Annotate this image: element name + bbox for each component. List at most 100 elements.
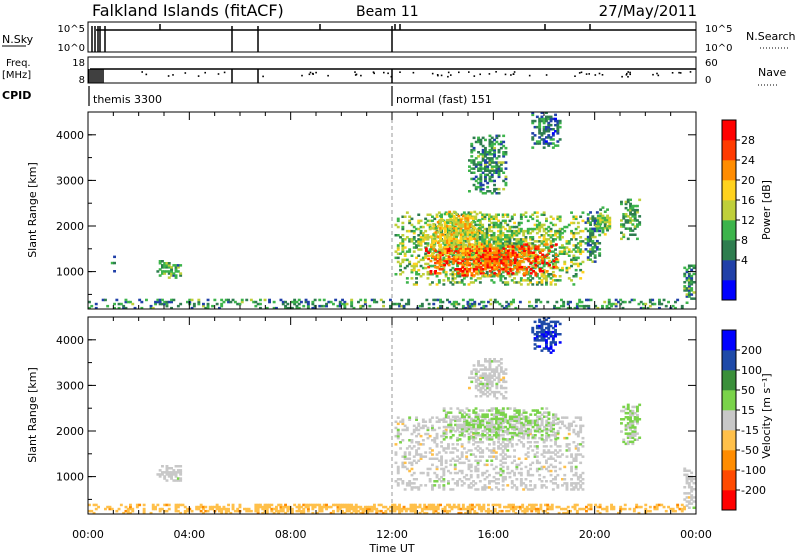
velocity-cell [306,505,310,509]
velocity-cell [442,449,446,452]
power-cell [497,155,501,158]
power-cell [497,169,501,172]
power-cell [459,261,462,265]
velocity-cell [419,443,423,446]
velocity-cell [545,423,549,427]
velocity-cell [428,480,432,483]
power-cell [174,276,178,279]
power-cell [490,159,494,162]
velocity-cell [313,503,317,507]
power-cell [443,245,447,249]
velocity-cell [424,484,428,487]
power-cell [405,258,409,262]
power-cell [683,281,687,284]
velocity-cell [499,447,503,450]
velocity-cell [186,509,189,513]
velocity-cell [566,509,570,513]
power-cell [558,229,562,233]
velocity-cell [284,503,287,507]
velocity-cell [481,473,485,477]
velocity-cell [368,507,372,511]
velocity-cell [531,488,535,491]
velocity-cell [680,503,684,507]
power-cell [549,128,553,131]
power-cell [488,213,491,216]
velocity-cell [579,418,583,421]
velocity-cell [623,503,627,507]
power-cell [469,211,473,214]
power-cell [513,265,517,269]
power-cell [459,233,463,236]
velocity-cell [566,511,570,515]
power-cell [455,218,458,222]
power-cell [425,298,429,302]
power-cell [449,281,453,284]
power-cell [396,248,400,251]
velocity-cell [547,457,551,460]
velocity-cell [417,428,421,432]
velocity-cell [554,438,558,441]
velocity-cell [513,413,517,416]
velocity-cell [444,447,448,450]
velocity-cell [511,436,514,439]
power-cell [485,213,489,216]
velocity-cell [501,455,505,458]
power-cell [259,298,262,302]
power-cell [554,253,558,257]
velocity-cell [551,457,555,460]
velocity-cell [525,507,529,511]
velocity-cell [477,505,481,509]
power-cell [475,268,478,271]
power-cell [432,247,436,251]
power-cell [447,279,450,282]
velocity-cell [490,423,494,427]
power-cell [674,306,677,310]
power-cell [497,272,501,275]
nave-dot [447,75,449,78]
power-cell [163,264,167,267]
velocity-cell [490,449,494,452]
power-cell [461,306,465,310]
power-cell [540,132,544,135]
power-cell [494,244,498,247]
power-cell [497,192,501,195]
power-cell [431,238,434,241]
power-cell [509,245,513,248]
power-cell [405,211,409,214]
power-cell [490,161,494,164]
velocity-cell [492,434,496,437]
velocity-cell [572,488,576,491]
power-cell [415,273,418,276]
velocity-cell [347,507,351,511]
velocity-cell [506,438,510,441]
power-cell [450,218,454,222]
velocity-cell [512,509,515,513]
power-cell [431,215,434,218]
velocity-cell [509,505,513,509]
power-cell [493,268,497,271]
velocity-cell [531,419,535,423]
power-cell [685,301,689,304]
velocity-cell [142,503,146,507]
power-cell [549,229,553,233]
velocity-cell [456,436,459,440]
power-cell [417,227,421,231]
nave-tick-bottom: 0 [705,75,711,86]
velocity-cell [540,417,544,421]
power-cell [461,243,465,247]
power-cell [468,233,472,236]
velocity-cell [404,507,408,511]
velocity-cell [620,409,623,413]
power-cell [524,240,528,243]
velocity-cell [428,447,432,450]
power-cell [563,246,567,249]
power-cell [545,281,548,284]
power-cell [531,238,535,241]
power-cell [461,272,465,275]
power-cell [167,300,171,304]
power-cell [511,245,515,248]
power-cell [548,263,551,267]
velocity-cell [525,509,529,513]
nave-dot [312,73,314,75]
power-cell [464,251,468,255]
